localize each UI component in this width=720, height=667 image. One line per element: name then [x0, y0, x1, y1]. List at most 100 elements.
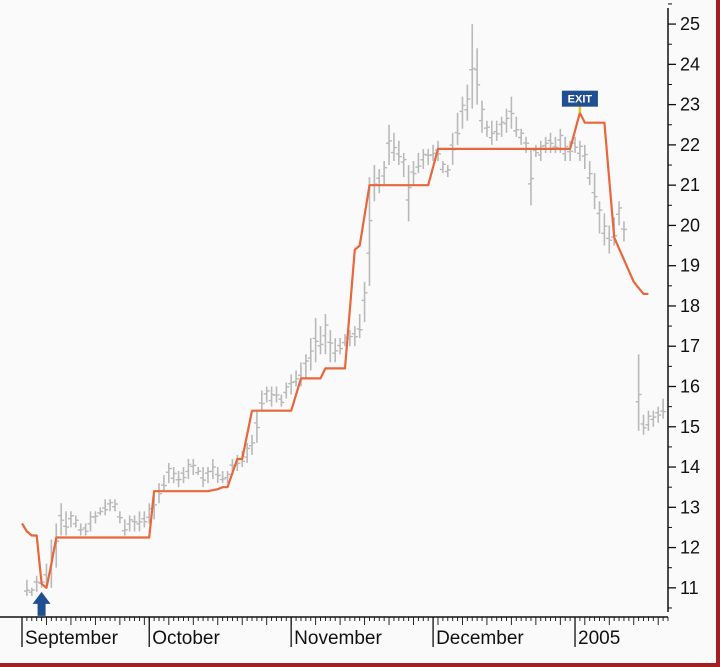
- price-bar: [322, 314, 329, 355]
- price-bar: [273, 386, 280, 403]
- price-bar: [337, 338, 344, 355]
- y-tick-label: 12: [680, 538, 700, 558]
- price-bar: [503, 108, 510, 133]
- price-bar: [430, 144, 437, 161]
- price-bar: [224, 471, 231, 484]
- price-bar: [527, 148, 534, 206]
- price-bar: [596, 201, 603, 234]
- price-bar: [156, 483, 163, 504]
- price-bar: [576, 140, 583, 161]
- x-tick-label: November: [294, 628, 382, 649]
- price-bar: [312, 318, 319, 363]
- price-bar: [410, 160, 417, 186]
- y-tick-label: 18: [680, 296, 700, 316]
- y-tick-label: 24: [680, 54, 700, 74]
- price-bar: [454, 112, 461, 145]
- price-bar: [102, 499, 109, 516]
- y-tick-label: 15: [680, 417, 700, 437]
- price-bar: [249, 434, 256, 455]
- price-bar: [72, 515, 79, 528]
- axes: 11 12 13 14 15 16 17 18 19 20 21 22 23 24 25 September O…: [0, 3, 700, 649]
- price-bar: [278, 394, 285, 407]
- price-bar: [542, 136, 549, 153]
- price-bar: [317, 326, 324, 355]
- price-bar: [131, 515, 138, 532]
- trailing-stop-line: [21, 111, 649, 589]
- x-tick-label: 2005: [578, 628, 620, 649]
- y-tick-label: 16: [680, 376, 700, 396]
- price-bar: [175, 471, 182, 488]
- price-bar: [141, 511, 148, 528]
- price-bar: [567, 140, 574, 161]
- price-bar: [160, 475, 167, 492]
- price-bar: [381, 160, 388, 186]
- price-bar: [63, 511, 70, 536]
- y-tick-label: 19: [680, 256, 700, 276]
- y-tick-label: 20: [680, 215, 700, 235]
- price-bar: [459, 96, 466, 129]
- price-bar: [474, 48, 481, 105]
- y-tick-label: 17: [680, 336, 700, 356]
- price-bar: [332, 338, 339, 363]
- price-bar: [185, 458, 192, 480]
- y-tick-label: 21: [680, 175, 700, 195]
- price-bar: [390, 132, 397, 161]
- price-bar: [483, 120, 490, 137]
- markers: EXIT: [32, 90, 598, 616]
- price-bar: [258, 390, 265, 411]
- price-bar: [366, 177, 373, 286]
- price-bar: [537, 140, 544, 161]
- exit-flag-icon: EXIT: [561, 90, 598, 113]
- price-bar: [23, 579, 30, 596]
- price-bar: [606, 225, 613, 254]
- price-bar: [209, 458, 216, 480]
- price-bar: [293, 370, 300, 387]
- price-bar: [180, 467, 187, 484]
- price-bar: [111, 499, 118, 512]
- price-bar: [121, 519, 128, 536]
- exit-flag-box: [561, 90, 598, 107]
- price-bar: [645, 410, 652, 431]
- y-tick-label: 14: [680, 457, 700, 477]
- price-bar: [165, 463, 172, 484]
- price-bar: [195, 467, 202, 476]
- price-bar: [67, 511, 74, 528]
- price-bar: [371, 165, 378, 202]
- price-bar: [650, 410, 657, 427]
- price-bar: [170, 467, 177, 484]
- price-bar: [400, 152, 407, 178]
- price-bar: [82, 523, 89, 536]
- price-bar: [439, 160, 446, 174]
- price-bar: [92, 511, 99, 524]
- price-bar: [87, 511, 94, 532]
- price-bar: [283, 382, 290, 399]
- price-bar: [28, 587, 35, 596]
- price-bar: [263, 386, 270, 403]
- price-bar: [190, 458, 197, 476]
- price-bar: [601, 213, 608, 246]
- price-bar: [444, 165, 451, 178]
- price-bar: [523, 136, 530, 153]
- x-tick-label: December: [436, 628, 524, 649]
- price-bar: [508, 96, 515, 129]
- price-bar: [58, 503, 65, 536]
- price-bar: [586, 160, 593, 186]
- price-bar: [253, 410, 260, 443]
- price-bar: [107, 499, 114, 512]
- y-tick-label: 22: [680, 135, 700, 155]
- price-bar: [136, 511, 143, 532]
- price-bar: [116, 511, 123, 524]
- price-bar: [425, 148, 432, 166]
- price-bar: [498, 116, 505, 137]
- price-bar: [302, 354, 309, 379]
- price-bar: [361, 281, 368, 323]
- price-bar: [493, 120, 500, 141]
- price-bar: [386, 124, 393, 166]
- price-bar: [591, 173, 598, 210]
- price-bar: [356, 314, 363, 339]
- price-bar: [616, 201, 623, 226]
- price-bar: [581, 144, 588, 170]
- price-bar: [660, 398, 667, 419]
